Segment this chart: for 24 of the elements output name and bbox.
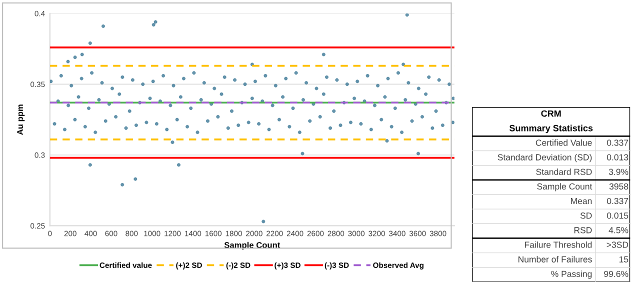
text: >3SD	[606, 242, 628, 248]
text: 0.015	[606, 212, 628, 219]
text: Standard Deviation (SD)	[498, 154, 592, 162]
text: Sample Count	[537, 183, 592, 192]
text: 0.337	[606, 198, 628, 204]
text: 0.337	[606, 140, 628, 146]
y-axis-title: Au ppm	[17, 104, 25, 135]
text: 3958	[609, 183, 628, 190]
text: SD	[580, 212, 592, 219]
text: Number of Failures	[518, 256, 592, 262]
text: Mean	[571, 198, 592, 204]
text: CRM	[541, 110, 561, 117]
text: Standard RSD	[536, 168, 592, 175]
text: 0.013	[606, 154, 628, 160]
text: 4.5%	[608, 227, 628, 234]
x-axis-title: Sample Count	[224, 242, 280, 250]
text: 3.9%	[608, 168, 628, 175]
text: RSD	[574, 227, 592, 234]
text: Certified Value	[536, 139, 592, 146]
text: Failure Threshold	[524, 241, 592, 248]
text: % Passing	[551, 270, 592, 279]
text: 99.6%	[604, 270, 628, 278]
text: Summary Statistics	[509, 124, 593, 134]
text: 15	[619, 256, 628, 262]
